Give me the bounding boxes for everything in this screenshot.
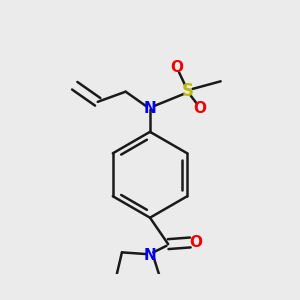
Text: O: O (170, 60, 183, 75)
Text: N: N (144, 248, 156, 263)
Text: N: N (144, 101, 156, 116)
Text: O: O (190, 235, 203, 250)
Text: O: O (193, 101, 206, 116)
Text: S: S (182, 82, 194, 100)
